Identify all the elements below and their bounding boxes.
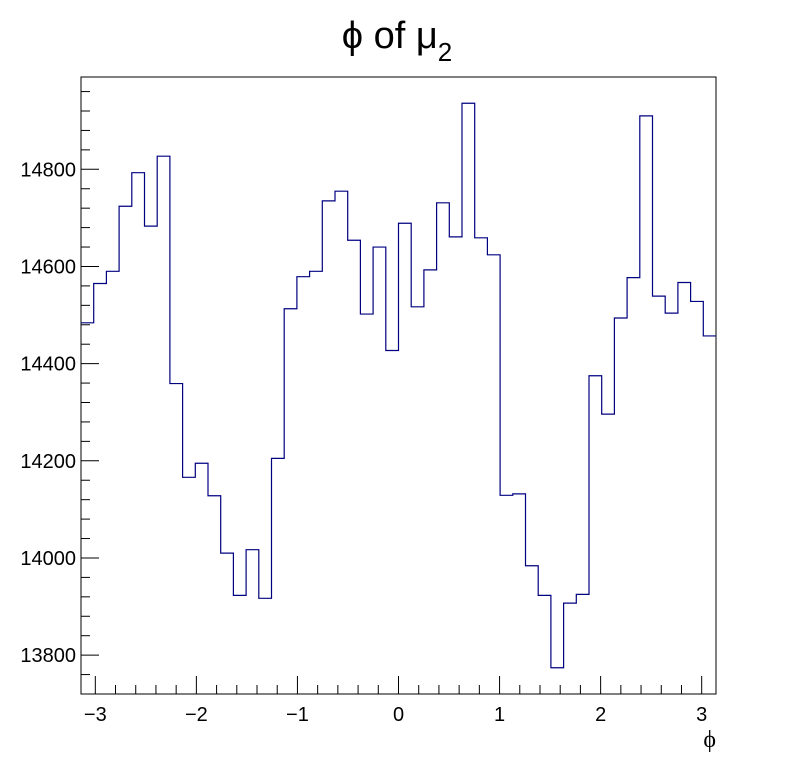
x-tick-label: 3 xyxy=(696,704,707,726)
y-tick-label: 13800 xyxy=(20,645,76,667)
plot-frame xyxy=(80,76,717,695)
y-tick-label: 14200 xyxy=(20,451,76,473)
axis-ticks xyxy=(81,91,703,695)
x-tick-label: 2 xyxy=(595,704,606,726)
y-tick-label: 14000 xyxy=(20,548,76,570)
x-tick-label: −2 xyxy=(185,704,208,726)
chart-title: ϕ of μ2 xyxy=(342,15,452,67)
x-tick-label: −3 xyxy=(84,704,107,726)
x-axis-label: ϕ xyxy=(703,727,716,753)
x-tick-label: 0 xyxy=(393,704,404,726)
x-tick-label: 1 xyxy=(494,704,505,726)
title-text: ϕ of μ xyxy=(342,15,438,57)
title-subscript: 2 xyxy=(438,37,452,67)
tick-labels: −3 −2 −1 0 1 2 3 13800 14000 14200 14400 14600 14800 xyxy=(20,159,707,726)
x-tick-label: −1 xyxy=(286,704,309,726)
y-tick-label: 14800 xyxy=(20,159,76,181)
histogram-line xyxy=(81,102,716,669)
y-tick-label: 14600 xyxy=(20,256,76,278)
y-tick-label: 14400 xyxy=(20,354,76,376)
